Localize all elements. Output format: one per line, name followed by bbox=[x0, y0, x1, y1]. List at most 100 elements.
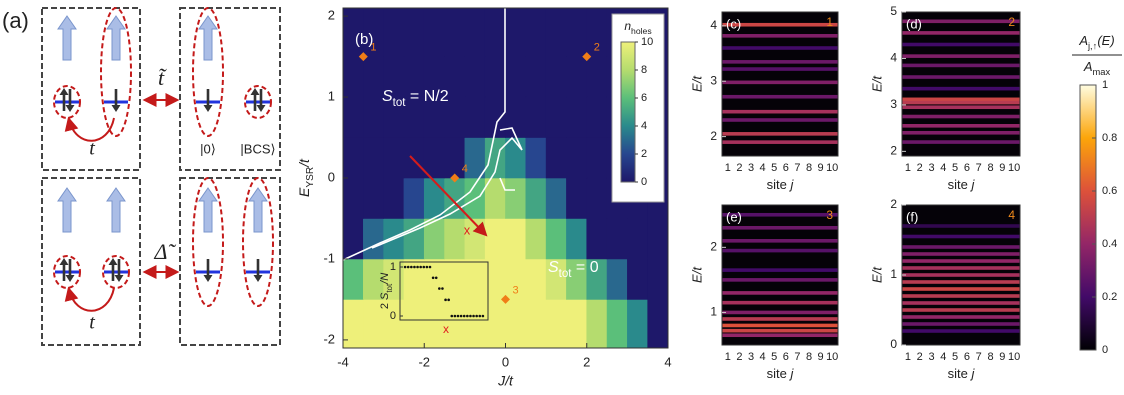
x-axis-label-part: j bbox=[969, 177, 975, 192]
x-tick-label: 2 bbox=[917, 162, 923, 174]
panel-label: (c) bbox=[726, 16, 741, 31]
panel-number: 3 bbox=[826, 208, 833, 222]
heat-cell bbox=[525, 218, 547, 260]
x-tick-label: 9 bbox=[999, 351, 1005, 363]
y-axis-label-part: /t bbox=[296, 158, 312, 168]
spectral-line bbox=[722, 268, 838, 272]
heat-cell bbox=[444, 7, 466, 57]
point bbox=[582, 52, 592, 62]
spectral-line bbox=[722, 46, 838, 50]
x-tick-label: 9 bbox=[999, 162, 1005, 174]
heat-cell bbox=[464, 258, 486, 300]
panel-label: (f) bbox=[906, 209, 918, 224]
heat-cell bbox=[525, 177, 547, 219]
spectral-line bbox=[902, 100, 1020, 105]
level-bar bbox=[104, 270, 128, 274]
heat-cell bbox=[566, 96, 588, 138]
colorbar-tick-label: 0 bbox=[1102, 344, 1108, 356]
y-axis-label: E/t bbox=[689, 266, 704, 283]
x-tick-label: 3 bbox=[928, 162, 934, 174]
colorbar-tick-label: 0.4 bbox=[1102, 238, 1117, 250]
annotation: Stot = N/2 bbox=[382, 88, 449, 109]
y-tick-label: -1 bbox=[323, 250, 335, 265]
inset-y-label-part: /N bbox=[379, 273, 391, 285]
spectral-line bbox=[902, 308, 1020, 312]
inset-point bbox=[422, 265, 426, 269]
x-tick-label: 8 bbox=[806, 351, 812, 363]
ellipse bbox=[100, 7, 132, 137]
spectral-line bbox=[902, 42, 1020, 47]
x-tick-label: 2 bbox=[736, 351, 742, 363]
panel-label: (d) bbox=[906, 16, 922, 31]
heat-cell bbox=[566, 218, 588, 260]
y-tick-label: 1 bbox=[710, 305, 717, 319]
heat-cell bbox=[342, 96, 364, 138]
heatmap-overlay bbox=[342, 8, 523, 261]
impurity-spin bbox=[248, 187, 268, 233]
hop-label: t bbox=[89, 138, 95, 160]
heat-cell bbox=[423, 258, 445, 300]
impurity-spin bbox=[198, 15, 218, 61]
y-tick-label: 3 bbox=[890, 97, 897, 111]
x-axis-label: site j bbox=[767, 366, 795, 381]
y-tick-label: 2 bbox=[890, 197, 897, 211]
x-tick-label: 8 bbox=[987, 351, 993, 363]
heat-cell bbox=[423, 137, 445, 179]
colorbar-title-part: holes bbox=[631, 26, 652, 36]
inset-point bbox=[428, 265, 432, 269]
x-axis-label-part: j bbox=[788, 366, 794, 381]
x-axis-label: J/t bbox=[497, 373, 514, 389]
heat-cell bbox=[525, 7, 547, 57]
hop-arrow bbox=[64, 116, 115, 142]
inset-point bbox=[419, 265, 422, 269]
x-tick-label: 5 bbox=[771, 162, 777, 174]
x-axis-label: site j bbox=[948, 177, 976, 192]
x-axis-label: site j bbox=[767, 177, 795, 192]
heat-cell bbox=[403, 177, 425, 219]
x-tick-label: 9 bbox=[818, 162, 824, 174]
level-bar bbox=[246, 100, 270, 104]
x-axis-label-part: j bbox=[969, 366, 975, 381]
heat-cell bbox=[505, 56, 527, 98]
y-axis-label-part: E bbox=[296, 187, 312, 197]
point bbox=[501, 294, 510, 304]
inset-point bbox=[459, 314, 463, 318]
inset-y-label: 2 Stot/N bbox=[379, 273, 394, 309]
contour bbox=[342, 8, 506, 261]
spin-pair bbox=[60, 258, 75, 282]
y-axis-label: E/t bbox=[689, 75, 704, 92]
heat-cell bbox=[444, 218, 466, 260]
spectral-line bbox=[722, 291, 838, 295]
inset-point bbox=[403, 265, 407, 269]
x-tick-label: -4 bbox=[337, 354, 349, 369]
y-tick-label: 2 bbox=[890, 144, 897, 158]
spectral-line bbox=[902, 266, 1020, 270]
spectral-line bbox=[722, 34, 838, 38]
box bbox=[41, 7, 141, 171]
panel-number: 2 bbox=[1008, 15, 1015, 29]
heat-cell bbox=[627, 258, 648, 300]
y-axis-label: E/t bbox=[869, 266, 884, 283]
spectral-line bbox=[902, 252, 1020, 256]
x-tick-label: 10 bbox=[826, 162, 838, 174]
x-tick-label: 1 bbox=[905, 162, 911, 174]
spectral-line bbox=[902, 329, 1020, 333]
colorbar-title-denominator-part: A bbox=[1083, 59, 1093, 74]
inset-point bbox=[472, 314, 475, 318]
heat-cell bbox=[566, 56, 588, 98]
heat-cell bbox=[606, 218, 628, 260]
ellipse bbox=[102, 255, 130, 289]
heat-cell bbox=[383, 177, 405, 219]
spectral-line bbox=[902, 75, 1020, 79]
heat-cell bbox=[464, 96, 486, 138]
inset-point bbox=[416, 265, 419, 269]
x-tick-label: 9 bbox=[818, 351, 824, 363]
heat-cell bbox=[505, 177, 527, 219]
boxes bbox=[41, 7, 281, 346]
x-axis-label-part: j bbox=[788, 177, 794, 192]
spectral-line bbox=[902, 130, 1020, 135]
marker-label: x bbox=[464, 222, 471, 237]
coupling-label: t̃ bbox=[158, 65, 167, 90]
heat-cell bbox=[342, 137, 364, 179]
spectral-line bbox=[902, 224, 1020, 228]
